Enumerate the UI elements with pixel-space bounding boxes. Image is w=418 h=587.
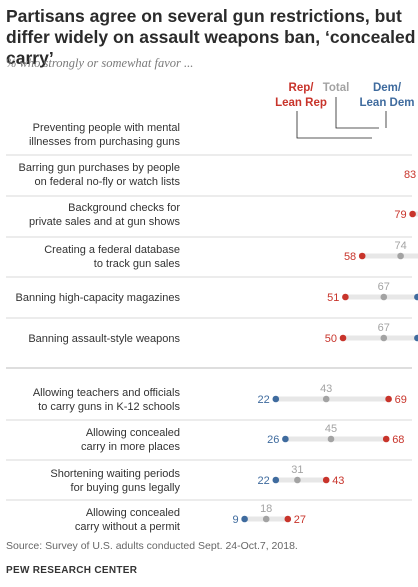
- row-label: Banning assault-style weapons: [28, 333, 180, 345]
- row-label: to track gun sales: [94, 258, 181, 270]
- row-label: Background checks for: [68, 202, 180, 214]
- total-value-label: 45: [325, 423, 337, 435]
- rep-value-label: 50: [325, 333, 337, 345]
- rep-dot: [342, 293, 349, 301]
- total-value-label: 67: [378, 281, 390, 293]
- total-value-label: 74: [394, 240, 406, 252]
- rep-dot: [358, 252, 366, 260]
- row-label: Creating a federal database: [44, 244, 180, 256]
- row-label: Preventing people with mental: [33, 122, 180, 134]
- row-label: Allowing concealed: [86, 427, 180, 439]
- legend-dem-label: Dem/: [373, 82, 402, 94]
- total-dot: [380, 293, 388, 301]
- row-label: on federal no-fly or watch lists: [34, 176, 180, 188]
- dem-dot: [414, 293, 418, 301]
- row-label: for buying guns legally: [71, 482, 181, 494]
- rep-dot: [339, 334, 347, 342]
- legend-dem-label: Lean Dem: [360, 97, 415, 109]
- total-dot: [294, 476, 301, 484]
- total-dot: [380, 334, 388, 342]
- row-label: Shortening waiting periods: [50, 468, 180, 480]
- rep-value-label: 69: [395, 394, 407, 406]
- rep-value-label: 43: [332, 475, 344, 487]
- row-label: Barring gun purchases by people: [19, 162, 180, 174]
- rep-dot: [382, 435, 390, 443]
- dem-dot: [272, 476, 280, 484]
- rep-dot: [322, 476, 330, 484]
- legend-rep-label: Rep/: [289, 82, 315, 94]
- legend-total-label: Total: [323, 82, 350, 94]
- rep-value-label: 83: [404, 169, 416, 181]
- row-label: carry in more places: [81, 441, 181, 453]
- legend-rep-label: Lean Rep: [275, 97, 327, 109]
- chart-title: Partisans agree on several gun restricti…: [6, 6, 416, 68]
- rep-dot: [284, 515, 292, 523]
- dem-value-label: 22: [258, 394, 270, 406]
- row-label: carry without a permit: [75, 521, 180, 533]
- dem-value-label: 26: [267, 434, 279, 446]
- total-value-label: 67: [378, 322, 390, 334]
- dem-value-label: 9: [232, 514, 238, 526]
- total-dot: [397, 252, 404, 260]
- row-label: Banning high-capacity magazines: [16, 292, 181, 304]
- row-label: illnesses from purchasing guns: [29, 136, 181, 148]
- row-label: Allowing teachers and officials: [33, 387, 181, 399]
- dem-dot: [282, 435, 289, 443]
- row-label: private sales and at gun shows: [29, 216, 181, 228]
- total-dot: [262, 515, 270, 523]
- row-label: Allowing concealed: [86, 507, 180, 519]
- rep-value-label: 68: [392, 434, 404, 446]
- source-note: Source: Survey of U.S. adults conducted …: [6, 540, 298, 552]
- organization-name: PEW RESEARCH CENTER: [6, 565, 138, 576]
- row-label: to carry guns in K-12 schools: [38, 401, 180, 413]
- dem-dot: [241, 515, 248, 523]
- total-dot: [322, 395, 330, 403]
- rep-dot: [385, 395, 392, 403]
- chart-subtitle: % who strongly or somewhat favor ...: [6, 56, 194, 70]
- legend-leader-rep: [296, 111, 372, 139]
- rep-value-label: 27: [294, 514, 306, 526]
- rep-value-label: 79: [394, 209, 406, 221]
- total-value-label: 18: [260, 503, 272, 515]
- rep-dot: [409, 210, 416, 218]
- dem-dot: [414, 334, 418, 342]
- legend-leader-total: [335, 97, 379, 129]
- total-value-label: 31: [291, 464, 303, 476]
- total-dot: [327, 435, 335, 443]
- dem-dot: [272, 395, 280, 403]
- rep-value-label: 51: [327, 292, 339, 304]
- total-value-label: 43: [320, 383, 332, 395]
- dem-value-label: 22: [258, 475, 270, 487]
- rep-value-label: 58: [344, 251, 356, 263]
